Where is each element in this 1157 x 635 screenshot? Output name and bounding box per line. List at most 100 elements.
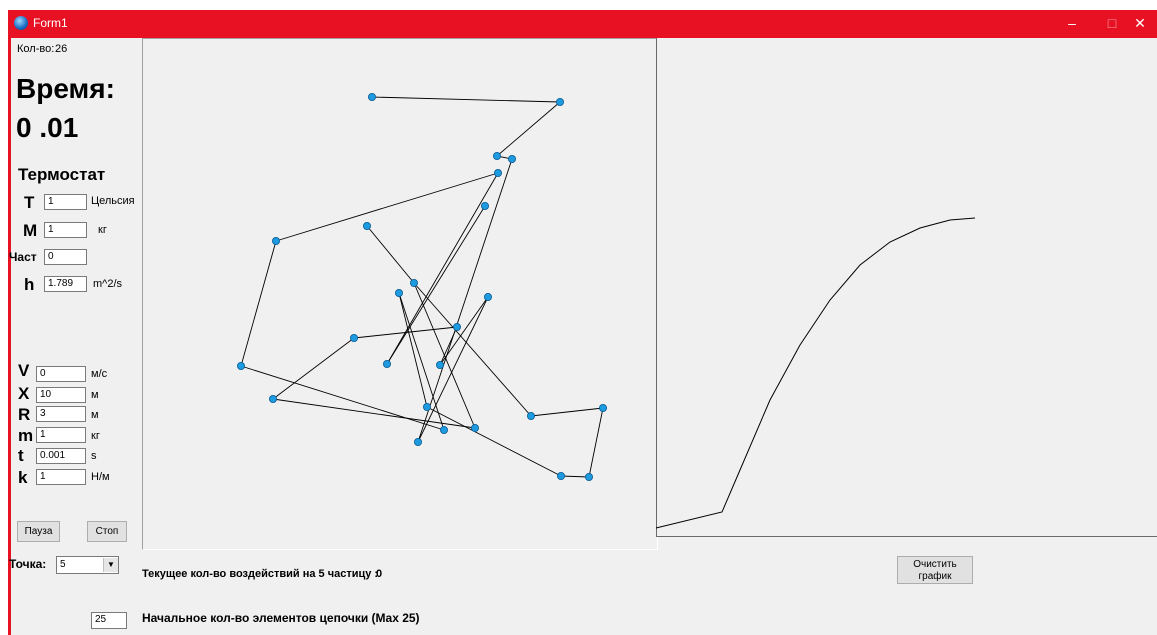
count-label: Кол-во: — [17, 43, 55, 55]
param-k-input[interactable]: 1 — [36, 469, 86, 485]
chain-node — [362, 221, 371, 230]
chain-link — [439, 296, 489, 366]
chain-link — [496, 101, 561, 157]
close-button[interactable]: ✕ — [1134, 15, 1146, 31]
chain-node — [483, 292, 492, 301]
thermostat-part-label: Част — [9, 250, 37, 264]
thermostat-M-unit: кг — [98, 224, 107, 236]
param-t-label: t — [18, 446, 24, 465]
point-select-label: Точка: — [9, 557, 47, 571]
chain-node — [413, 437, 422, 446]
chain-link — [272, 337, 355, 400]
chain-node — [236, 361, 245, 370]
chain-node — [382, 359, 391, 368]
interactions-label: Текущее кол-во воздействий на 5 частицу … — [142, 568, 379, 580]
param-R-input[interactable]: 3 — [36, 406, 86, 422]
chain-link — [275, 172, 499, 242]
chain-node — [268, 394, 277, 403]
chain-link — [386, 205, 486, 365]
chain-node — [527, 411, 536, 420]
title-bar — [8, 10, 1157, 38]
chain-link — [240, 365, 445, 431]
chain-node — [599, 403, 608, 412]
param-R-label: R — [18, 405, 31, 424]
chain-node — [556, 98, 565, 107]
chain-link — [366, 225, 415, 284]
thermostat-T-label: T — [24, 193, 35, 212]
chain-node — [394, 288, 403, 297]
param-t-input[interactable]: 0.001 — [36, 448, 86, 464]
chain-link — [413, 282, 476, 429]
param-m-unit: кг — [91, 430, 100, 442]
param-m-input[interactable]: 1 — [36, 427, 86, 443]
point-select-dropdown[interactable]: 5 ▼ — [56, 556, 119, 574]
chain-node — [439, 425, 448, 434]
chain-node — [349, 333, 358, 342]
chain-link — [530, 407, 604, 417]
chain-node — [452, 322, 461, 331]
param-X-label: X — [18, 384, 30, 403]
clear-graph-label-2: график — [918, 571, 952, 582]
chevron-down-icon[interactable]: ▼ — [103, 558, 118, 572]
clear-graph-button[interactable]: Очистить график — [897, 556, 973, 584]
thermostat-T-input[interactable]: 1 — [44, 194, 87, 210]
point-select-value: 5 — [60, 559, 66, 570]
chain-node — [470, 423, 479, 432]
param-V-label: V — [18, 361, 30, 380]
chain-node — [409, 278, 418, 287]
thermostat-h-label: h — [24, 275, 35, 294]
chain-node — [367, 93, 376, 102]
param-R-unit: м — [91, 409, 99, 421]
minimize-button[interactable]: – — [1068, 15, 1076, 31]
chain-node — [492, 151, 501, 160]
param-V-unit: м/с — [91, 368, 108, 380]
chain-node — [507, 154, 516, 163]
app-icon — [14, 16, 28, 30]
chain-link — [398, 292, 445, 431]
chain-link — [413, 282, 532, 417]
param-k-label: k — [18, 468, 28, 487]
time-value: 0 .01 — [16, 112, 79, 143]
chain-link — [371, 96, 561, 103]
chain-node — [271, 236, 280, 245]
clear-graph-label-1: Очистить — [913, 559, 957, 570]
chain-link — [417, 296, 489, 443]
interactions-value: 0 — [376, 568, 383, 580]
chain-node — [422, 402, 431, 411]
graph-panel — [656, 38, 1157, 537]
pause-button[interactable]: Пауза — [17, 521, 60, 542]
maximize-button[interactable]: □ — [1107, 15, 1117, 31]
chain-link — [588, 407, 604, 478]
param-X-input[interactable]: 10 — [36, 387, 86, 403]
param-t-unit: s — [91, 450, 97, 462]
chain-link — [417, 158, 513, 443]
chain-link — [240, 240, 277, 367]
chain-link — [560, 475, 590, 478]
chain-node — [557, 471, 566, 480]
chain-link — [439, 326, 458, 366]
param-k-unit: Н/м — [91, 471, 110, 483]
window-title: Form1 — [33, 16, 68, 30]
chain-count-label: Начальное кол-во элементов цепочки (Max … — [142, 611, 420, 625]
chain-node — [493, 168, 502, 177]
thermostat-heading: Термостат — [18, 165, 106, 184]
param-X-unit: м — [91, 389, 99, 401]
chain-node — [585, 472, 594, 481]
window-left-border — [8, 38, 11, 635]
chain-count-input[interactable]: 25 — [91, 612, 127, 629]
param-V-input[interactable]: 0 — [36, 366, 86, 382]
chain-node — [435, 360, 444, 369]
thermostat-h-input[interactable]: 1.789 — [44, 276, 87, 292]
count-value: 26 — [55, 43, 68, 55]
stop-button[interactable]: Стоп — [87, 521, 127, 542]
time-label: Время: — [16, 73, 115, 104]
thermostat-M-input[interactable]: 1 — [44, 222, 87, 238]
param-m-label: m — [18, 426, 34, 445]
thermostat-h-unit: m^2/s — [93, 278, 122, 290]
thermostat-T-unit: Цельсия — [91, 195, 135, 207]
thermostat-part-input[interactable]: 0 — [44, 249, 87, 265]
thermostat-M-label: M — [23, 221, 38, 240]
chain-link — [386, 172, 499, 365]
